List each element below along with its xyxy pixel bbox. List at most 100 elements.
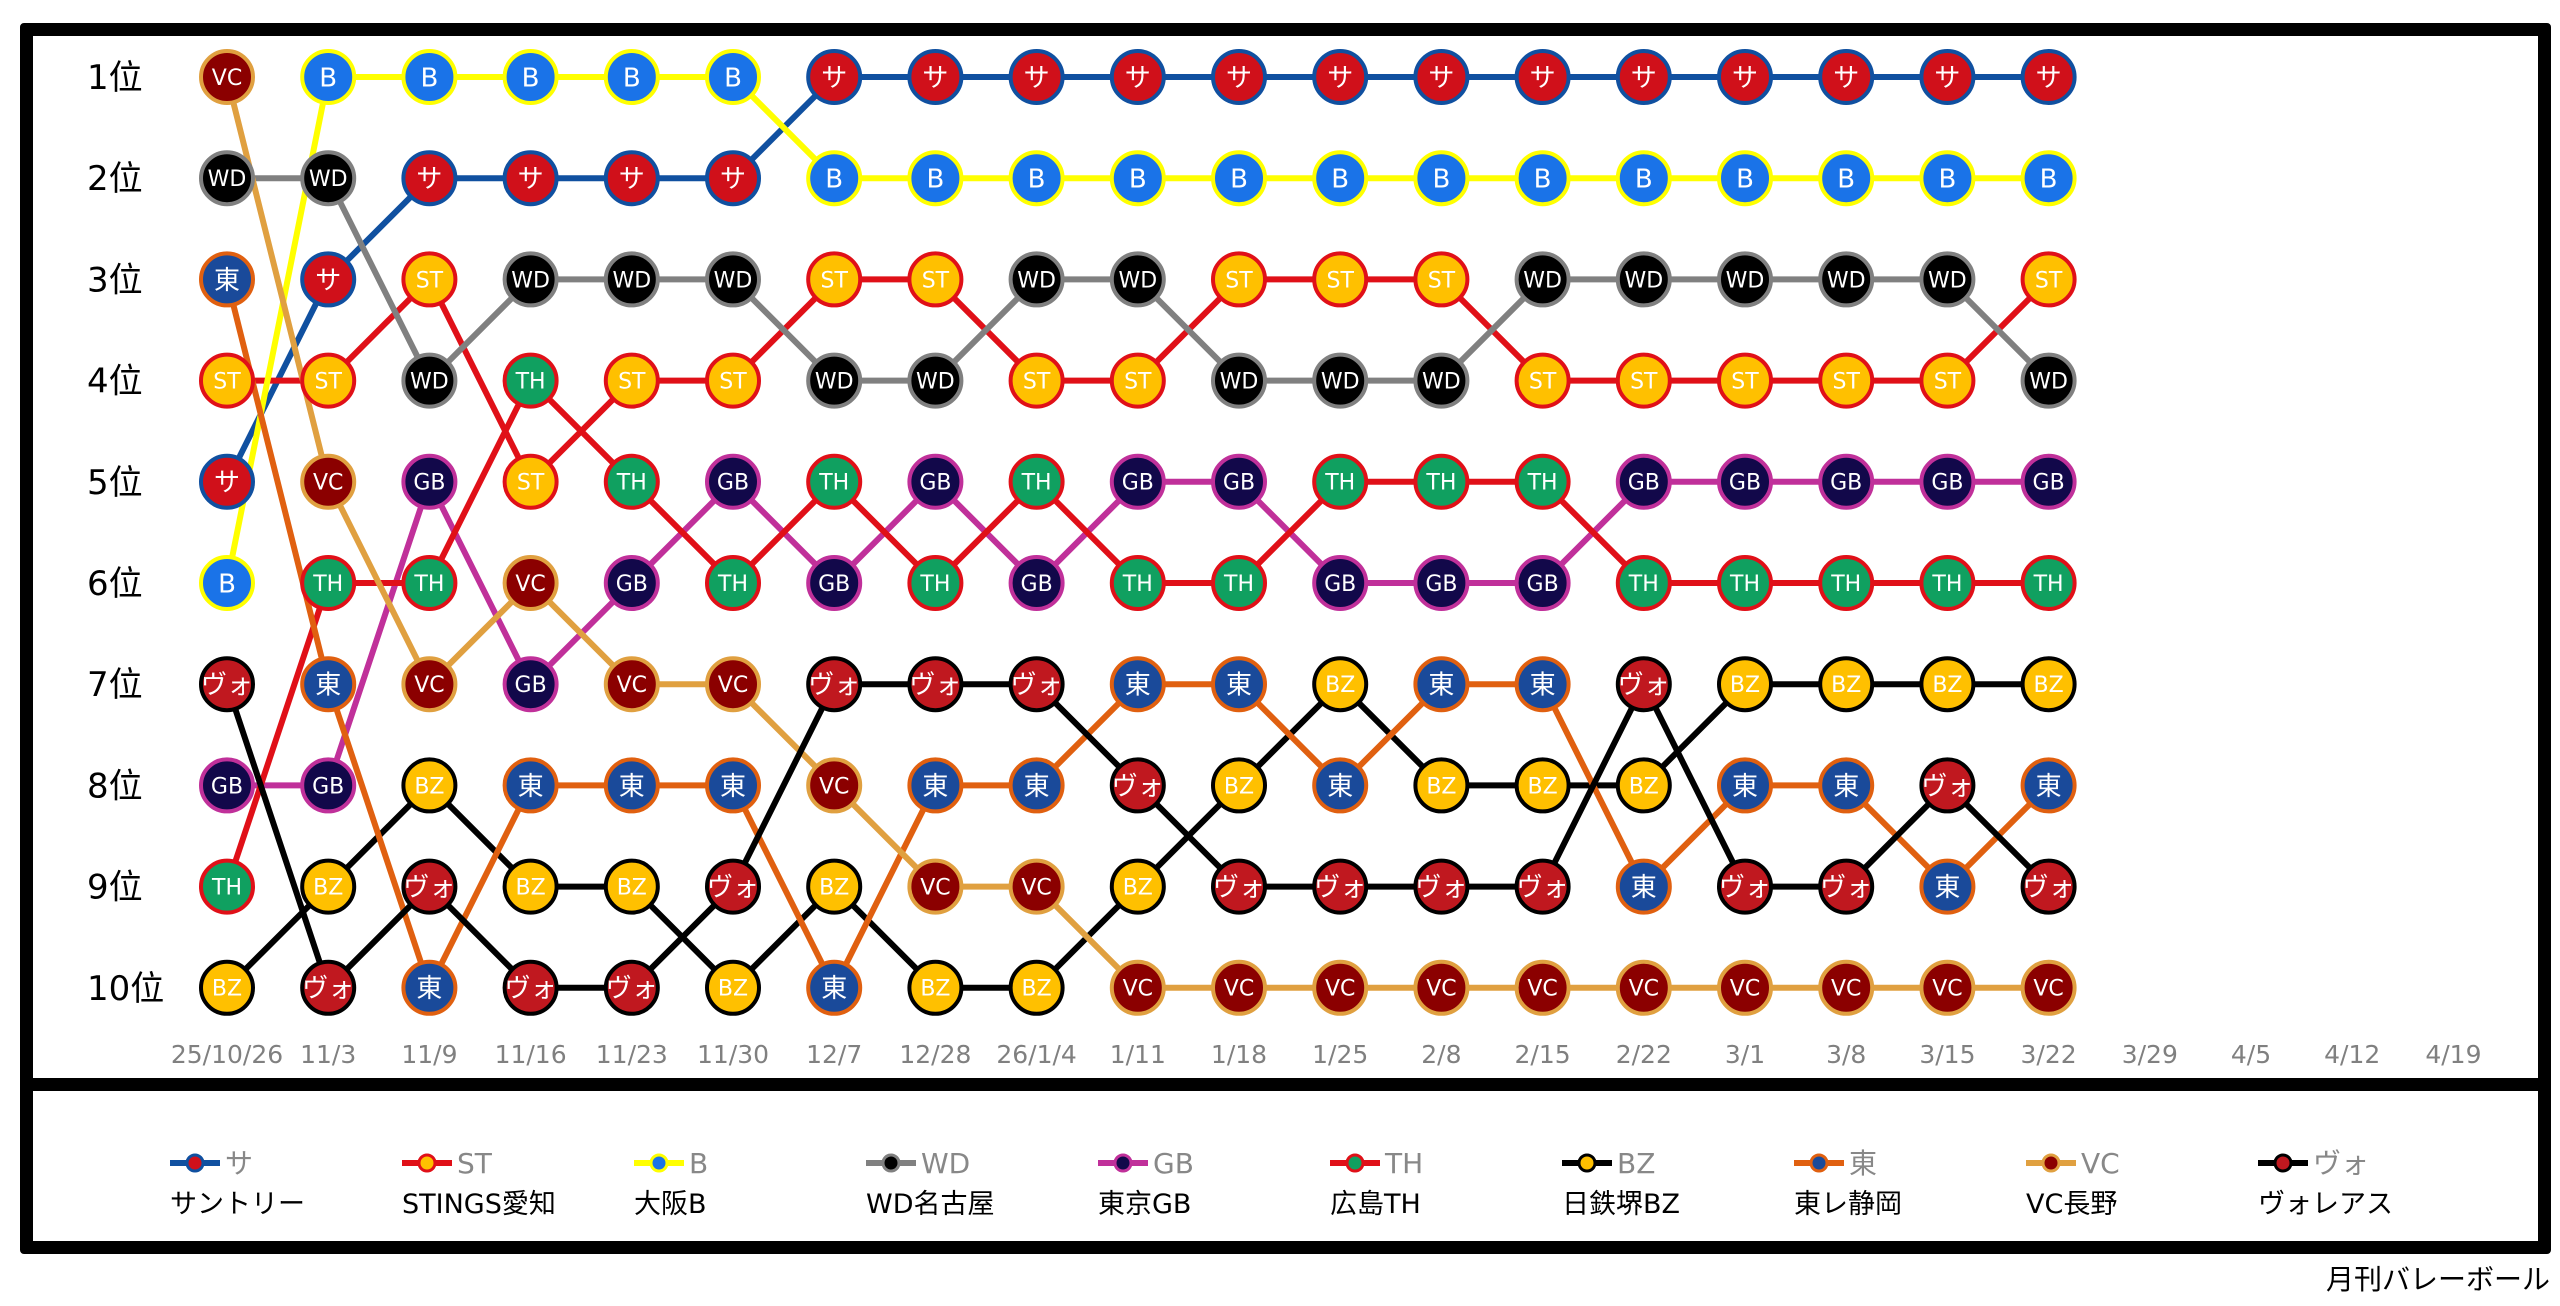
point-label: サ — [1125, 63, 1151, 93]
point-label: TH — [919, 572, 950, 597]
point-marker — [1717, 49, 1773, 105]
point-marker — [502, 858, 559, 915]
point-label: BZ — [1224, 774, 1254, 799]
point-marker — [705, 453, 761, 510]
data-point: B — [907, 150, 964, 207]
point-marker — [603, 959, 660, 1016]
date-label: 3/8 — [1826, 1040, 1866, 1069]
point-marker — [1514, 656, 1571, 713]
source-credit: 月刊バレーボール — [2325, 1263, 2550, 1296]
point-marker — [1514, 757, 1571, 814]
data-point: GB — [1413, 555, 1470, 611]
point-label: TH — [312, 572, 343, 597]
point-marker — [1615, 959, 1672, 1016]
data-point: ヴォ — [806, 656, 863, 713]
rank-label: 8位 — [87, 766, 143, 806]
data-point: B — [1919, 150, 1976, 207]
point-label: サ — [619, 165, 645, 195]
point-label: B — [420, 63, 438, 93]
point-label: VC — [1527, 977, 1557, 1002]
data-point: サ — [1717, 49, 1773, 105]
data-point: VC — [705, 656, 761, 713]
date-label: 26/1/4 — [996, 1040, 1076, 1069]
point-label: サ — [518, 165, 544, 195]
data-point: ST — [300, 352, 357, 409]
data-point: サ — [907, 49, 964, 105]
point-marker — [502, 352, 559, 409]
point-label: VC — [617, 673, 647, 698]
data-point: BZ — [907, 959, 964, 1016]
point-marker — [1717, 656, 1773, 713]
legend-marker — [2041, 1153, 2061, 1173]
legend-team-name: 日鉄堺BZ — [1562, 1189, 1680, 1220]
point-label: GB — [717, 471, 749, 496]
point-label: サ — [1631, 63, 1657, 93]
point-label: GB — [1830, 471, 1862, 496]
point-marker — [401, 757, 458, 814]
point-label: VC — [1932, 977, 1962, 1002]
point-marker — [1818, 251, 1875, 308]
data-point: B — [1717, 150, 1773, 207]
data-point: B — [2020, 150, 2077, 207]
point-marker — [1312, 49, 1369, 105]
data-point: 東 — [1818, 757, 1875, 814]
point-label: TH — [515, 370, 546, 395]
data-point: サ — [1008, 49, 1065, 105]
data-point: TH — [1109, 555, 1166, 611]
point-marker — [907, 555, 964, 611]
point-label: WD — [410, 370, 449, 395]
point-label: 東 — [1732, 772, 1758, 802]
date-label: 11/23 — [596, 1040, 668, 1069]
point-marker — [1413, 150, 1470, 207]
point-label: WD — [1928, 268, 1967, 293]
data-point: GB — [1008, 555, 1065, 611]
data-point: BZ — [1919, 656, 1976, 713]
point-label: TH — [1830, 572, 1861, 597]
point-label: サ — [1226, 63, 1252, 93]
point-marker — [1109, 555, 1166, 611]
point-marker — [1109, 352, 1166, 409]
legend-marker — [1113, 1153, 1133, 1173]
point-label: サ — [1428, 63, 1454, 93]
data-point: サ — [1109, 49, 1166, 105]
data-point: GB — [2020, 453, 2077, 510]
point-label: ST — [517, 471, 545, 496]
legend-team-name: 東レ静岡 — [1794, 1189, 1902, 1220]
rank-label: 4位 — [87, 362, 143, 402]
point-label: GB — [515, 673, 547, 698]
point-marker — [603, 858, 660, 915]
data-point: B — [199, 555, 255, 611]
point-label: GB — [1931, 471, 1963, 496]
point-marker — [806, 858, 863, 915]
point-marker — [1413, 858, 1470, 915]
date-label: 1/11 — [1110, 1040, 1166, 1069]
point-label: ST — [1630, 370, 1658, 395]
point-marker — [1312, 555, 1369, 611]
point-label: TH — [1021, 471, 1052, 496]
point-label: GB — [1223, 471, 1255, 496]
point-marker — [1615, 555, 1672, 611]
data-point: BZ — [603, 858, 660, 915]
date-label: 3/29 — [2122, 1040, 2178, 1069]
point-marker — [2020, 555, 2077, 611]
data-point: WD — [907, 352, 964, 409]
point-label: サ — [1934, 63, 1960, 93]
point-marker — [1008, 49, 1065, 105]
point-marker — [199, 555, 255, 611]
data-point: TH — [199, 858, 255, 915]
data-point: TH — [502, 352, 559, 409]
data-point: VC — [2020, 959, 2077, 1016]
point-marker — [603, 49, 660, 105]
legend-marker — [1577, 1153, 1597, 1173]
point-label: 東 — [720, 772, 746, 802]
date-label: 3/22 — [2021, 1040, 2077, 1069]
point-marker — [1312, 656, 1369, 713]
data-point: ST — [1211, 251, 1267, 308]
point-label: サ — [1833, 63, 1859, 93]
point-label: B — [2040, 165, 2058, 195]
legend-abbrev: ST — [457, 1147, 493, 1180]
legend-abbrev: ヴォ — [2313, 1147, 2369, 1180]
date-label: 3/15 — [1919, 1040, 1975, 1069]
data-point: WD — [1109, 251, 1166, 308]
data-point: WD — [806, 352, 863, 409]
